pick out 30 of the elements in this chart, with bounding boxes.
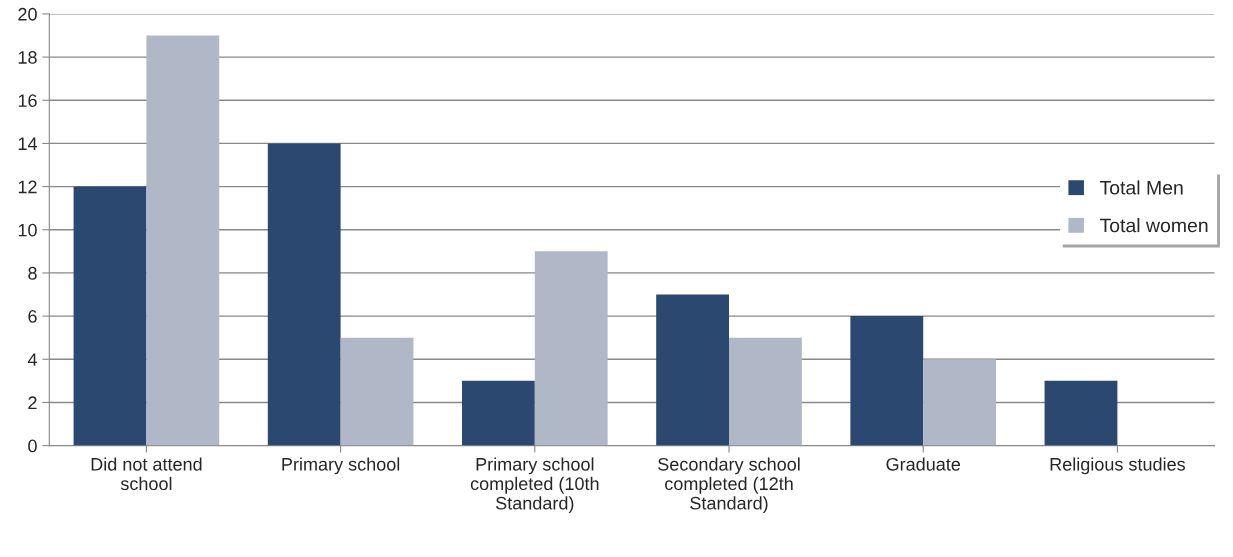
y-tick-label: 10 [18,223,37,237]
y-tick-label: 0 [28,439,37,453]
y-tick-label: 18 [18,51,37,64]
y-tick-label: 16 [18,94,37,107]
bar [461,380,535,446]
x-tick-label: Graduate [886,457,961,471]
y-tick-label: 2 [28,396,37,409]
bar [656,294,730,446]
bar [729,337,802,446]
bar [850,316,924,446]
bar [1044,380,1118,446]
y-tick-label: 12 [18,180,37,194]
y-tick-label: 20 [18,7,37,21]
bar [340,337,414,446]
x-tick-label: Secondary school completed (12th Standard) [658,457,800,514]
x-tick-label: Primary school [282,457,400,475]
bar [923,359,997,446]
legend-label: Total Men [1099,180,1183,195]
x-tick-label: Did not attend school [91,457,202,491]
bar [534,251,608,446]
x-tick-label: Primary school completed (10th Standard) [470,457,599,514]
x-tick-label: Religious studies [1050,457,1185,475]
bar [73,186,147,446]
bar [146,35,220,446]
y-tick-label: 6 [28,310,37,323]
y-tick-label: 4 [27,353,37,366]
legend-label: Total women [1099,218,1208,233]
y-tick-label: 14 [18,137,37,150]
bar [267,143,341,446]
y-tick-label: 8 [28,266,37,280]
